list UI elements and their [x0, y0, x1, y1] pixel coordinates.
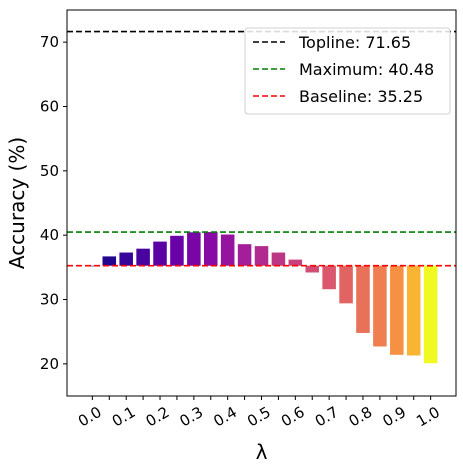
legend: Topline: 71.65 Maximum: 40.48 Baseline: 35…	[244, 27, 451, 115]
bar	[339, 265, 353, 304]
bar	[119, 252, 133, 266]
y-axis-title: Accuracy (%)	[5, 137, 29, 269]
y-tick-label: 40	[40, 226, 59, 244]
x-tick-label: 0.0	[75, 403, 105, 431]
bar	[288, 259, 303, 266]
bar	[102, 256, 117, 266]
x-axis-title: λ	[256, 440, 268, 464]
x-tick-label: 0.4	[210, 403, 240, 431]
bar	[423, 265, 438, 364]
y-tick-label: 30	[40, 291, 59, 309]
bar	[220, 234, 235, 266]
x-tick-label: 0.7	[312, 403, 342, 431]
x-tick-label: 0.1	[109, 403, 139, 431]
y-tick-label: 60	[40, 98, 59, 116]
bar	[203, 232, 218, 266]
bar	[373, 265, 387, 347]
y-tick-label: 20	[40, 355, 59, 373]
x-tick-label: 0.9	[379, 403, 409, 431]
legend-label: Baseline: 35.25	[299, 87, 423, 106]
x-tick-label: 0.3	[177, 403, 207, 431]
bar	[390, 265, 404, 355]
x-tick-label: 0.8	[346, 403, 376, 431]
legend-box	[244, 27, 451, 115]
x-axis: 0.0 0.1 0.2 0.3 0.4 0.5 0.6 0.7 0.8 0.9 1.0	[75, 396, 443, 430]
bar	[356, 265, 370, 333]
bar	[305, 265, 320, 273]
bar	[237, 244, 252, 266]
bar	[271, 252, 286, 266]
bar	[136, 248, 150, 266]
x-tick-label: 0.2	[143, 403, 173, 431]
x-tick-label: 0.5	[244, 403, 274, 431]
x-tick-label: 0.6	[278, 403, 308, 431]
x-tick-label: 1.0	[413, 403, 443, 431]
bar	[85, 265, 100, 267]
bar	[406, 265, 421, 356]
bar	[322, 265, 336, 290]
legend-label: Topline: 71.65	[298, 33, 411, 52]
bar	[187, 232, 201, 266]
legend-label: Maximum: 40.48	[299, 60, 434, 79]
bar	[170, 235, 184, 266]
bar	[254, 246, 269, 266]
bar	[153, 241, 167, 266]
y-tick-label: 70	[40, 33, 59, 51]
y-tick-label: 50	[40, 162, 59, 180]
y-axis: 20 30 40 50 60 70	[40, 33, 67, 373]
bars-group	[85, 232, 438, 364]
